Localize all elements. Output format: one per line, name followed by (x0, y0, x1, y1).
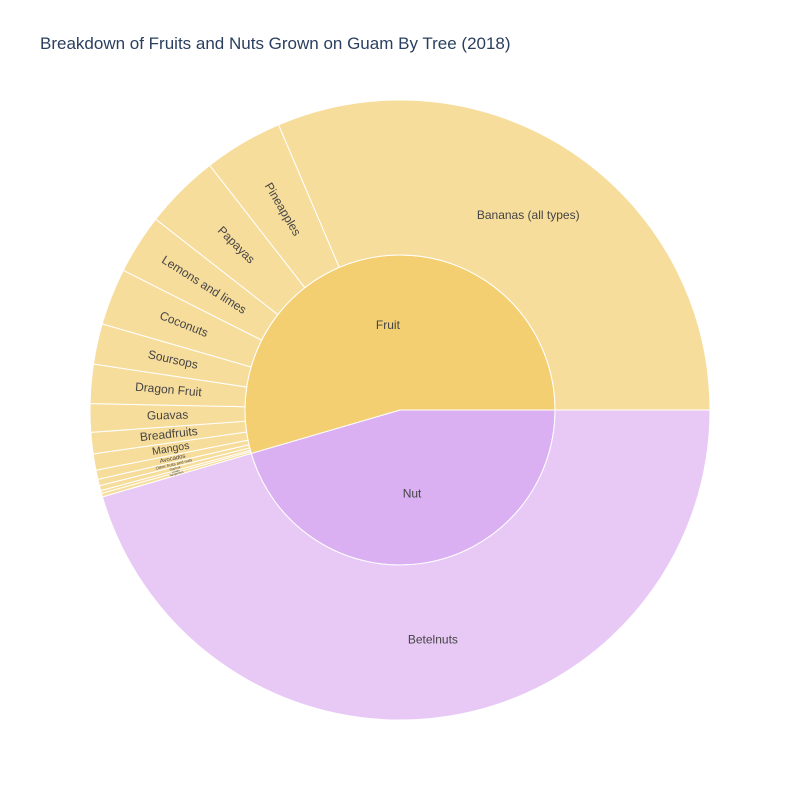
label-betelnuts: Betelnuts (408, 632, 458, 646)
label-limes: Limes (171, 468, 180, 474)
label-guavas: Guavas (147, 408, 189, 423)
label-tangerines: Tangerines (169, 470, 185, 478)
label-nut: Nut (403, 487, 422, 501)
sector-papayas[interactable] (154, 164, 306, 316)
chart-title: Breakdown of Fruits and Nuts Grown on Gu… (40, 34, 511, 53)
sector-guavas[interactable] (89, 403, 246, 433)
label-bananas-all-types: Bananas (all types) (477, 208, 580, 222)
sector-soursops[interactable] (92, 323, 252, 388)
label-breadfruits: Breadfruits (139, 424, 198, 444)
label-fruit: Fruit (376, 318, 401, 332)
sector-dragon-fruit[interactable] (89, 363, 248, 408)
sector-mangos[interactable] (92, 431, 249, 471)
sector-betelnuts[interactable] (101, 409, 711, 721)
sector-breadfruits[interactable] (90, 420, 248, 455)
sector-coconuts[interactable] (101, 269, 263, 368)
label-dragon-fruit: Dragon Fruit (135, 380, 203, 400)
label-avocados: Avocados (159, 454, 186, 465)
sector-lemons-and-limes[interactable] (122, 218, 279, 341)
sector-pineapples[interactable] (208, 124, 340, 289)
sector-bananas-all-types[interactable] (277, 99, 711, 411)
label-starfruit: Starfruit (169, 465, 181, 472)
